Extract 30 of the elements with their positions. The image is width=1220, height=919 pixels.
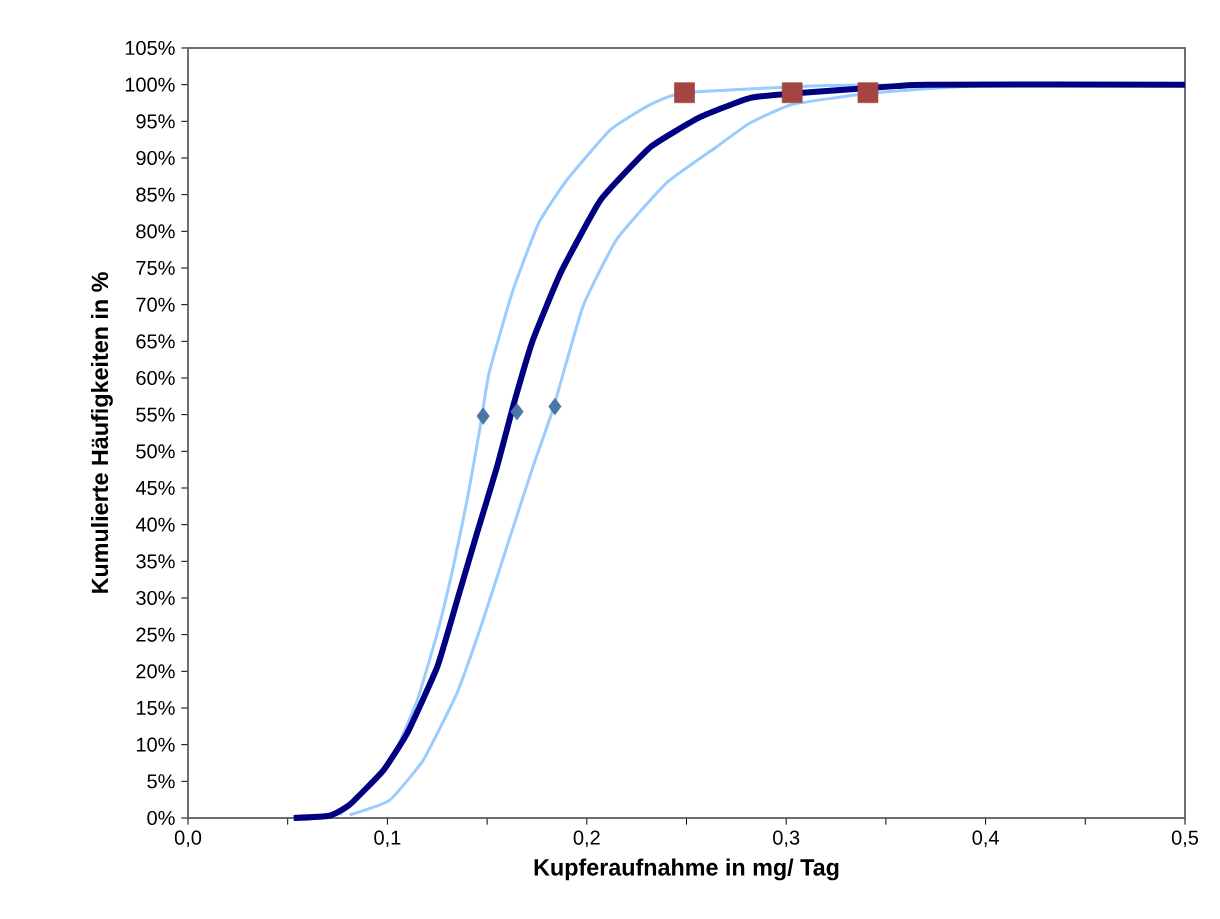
x-tick-label: 0,4 <box>972 830 999 848</box>
y-tick-label: 25% <box>136 627 175 642</box>
x-tick-label: 0,2 <box>573 830 600 848</box>
y-tick-label: 30% <box>136 590 175 606</box>
y-tick-label: 45% <box>135 480 175 496</box>
y-tick-label: 35% <box>136 554 175 569</box>
y-tick-label: 15% <box>136 700 175 716</box>
x-tick-label: 0,1 <box>374 830 401 848</box>
x-tick-label: 0,3 <box>773 830 800 848</box>
x-tick-label: 0,5 <box>1171 830 1199 848</box>
y-tick-label: 50% <box>136 444 175 459</box>
y-tick-label: 70% <box>136 297 175 312</box>
y-tick-label: 20% <box>136 664 175 679</box>
y-tick-label: 5% <box>147 774 175 789</box>
y-tick-label: 80% <box>136 224 175 239</box>
y-tick-label: 105% <box>125 40 175 56</box>
y-tick-label: 90% <box>136 150 175 166</box>
y-tick-label: 0% <box>147 810 175 826</box>
x-tick-label: 0,0 <box>174 830 202 848</box>
y-axis-title: Kumulierte Häufigkeiten in % <box>91 272 113 593</box>
y-tick-label: 65% <box>136 334 175 349</box>
y-tick-label: 100% <box>125 77 175 92</box>
y-tick-label: 95% <box>136 114 175 129</box>
y-tick-label: 60% <box>136 370 175 386</box>
y-tick-label: 75% <box>136 260 175 276</box>
y-tick-label: 55% <box>136 407 175 422</box>
y-tick-label: 10% <box>136 737 175 752</box>
y-tick-label: 40% <box>135 517 175 532</box>
y-tick-label: 85% <box>136 187 175 202</box>
x-axis-title: Kupferaufnahme in mg/ Tag <box>534 858 839 881</box>
